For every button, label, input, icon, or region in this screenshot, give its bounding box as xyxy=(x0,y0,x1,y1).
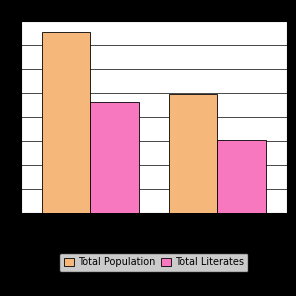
Legend: Total Population, Total Literates: Total Population, Total Literates xyxy=(59,252,249,272)
Bar xyxy=(42,32,91,213)
Bar xyxy=(169,94,217,213)
Bar xyxy=(217,140,266,213)
Bar xyxy=(91,102,139,213)
